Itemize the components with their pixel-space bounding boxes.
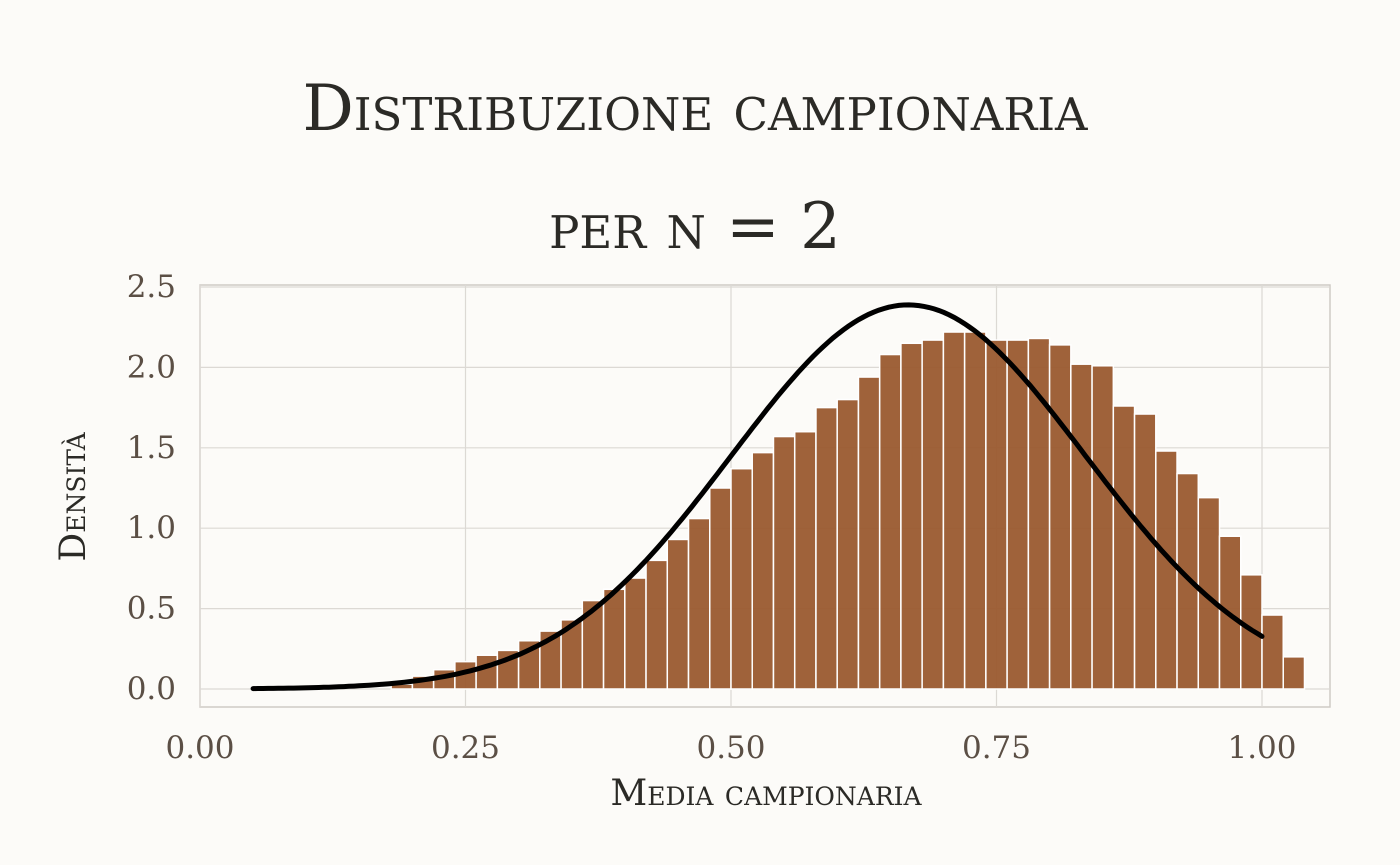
x-axis-label: Media campionaria	[610, 773, 922, 814]
histogram-bar	[1155, 450, 1178, 690]
y-tick-label: 0.0	[127, 671, 176, 707]
histogram-bar	[963, 331, 987, 690]
histogram-bar	[985, 339, 1008, 690]
histogram-bar	[751, 451, 775, 690]
histogram-bar	[793, 430, 817, 690]
histogram-bar	[1282, 656, 1306, 690]
histogram-bar	[836, 398, 860, 690]
histogram-bar	[1112, 405, 1136, 690]
histogram-bar	[772, 435, 796, 690]
y-axis-label: Densità	[53, 431, 94, 561]
histogram-bar	[602, 588, 626, 690]
histogram-bar	[645, 559, 669, 690]
normal-density-curve	[250, 302, 1265, 692]
histogram-bar	[730, 467, 753, 690]
x-tick-labels: 0.00 0.25 0.50 0.75 1.00	[165, 730, 1296, 766]
y-tick-labels: 0.0 0.5 1.0 1.5 2.0 2.5	[127, 269, 176, 707]
histogram-bar	[687, 517, 711, 690]
x-tick-label: 1.00	[1227, 730, 1296, 766]
histogram-bar	[666, 538, 690, 690]
y-tick-label: 2.0	[127, 349, 176, 385]
histogram-bar	[1261, 614, 1284, 690]
histogram-bar	[815, 406, 838, 690]
histogram-bar	[1091, 365, 1115, 690]
y-tick-label: 1.0	[127, 510, 176, 546]
y-tick-label: 1.5	[127, 430, 176, 466]
x-tick-label: 0.25	[431, 730, 500, 766]
histogram-bar	[475, 654, 499, 690]
histogram-bar	[921, 339, 945, 690]
histogram-bar	[624, 577, 647, 690]
x-tick-label: 0.50	[696, 730, 765, 766]
histogram-bar	[900, 342, 923, 690]
histogram-bar	[857, 376, 881, 690]
chart-title-line-1: Distribuzione campionaria	[302, 72, 1088, 146]
histogram-bar	[942, 331, 966, 690]
x-tick-label: 0.75	[962, 730, 1031, 766]
chart-title-line-2: per n = 2	[549, 190, 841, 264]
histogram-bar	[1048, 344, 1072, 690]
histogram-bar	[709, 487, 732, 690]
y-tick-label: 2.5	[127, 269, 176, 305]
histogram-bar	[1070, 363, 1093, 690]
y-tick-label: 0.5	[127, 591, 176, 627]
histogram-bar	[878, 353, 902, 690]
histogram-bar	[1133, 413, 1157, 690]
histogram-bars	[390, 331, 1306, 690]
x-tick-label: 0.00	[165, 730, 234, 766]
histogram-bar	[1006, 339, 1030, 690]
